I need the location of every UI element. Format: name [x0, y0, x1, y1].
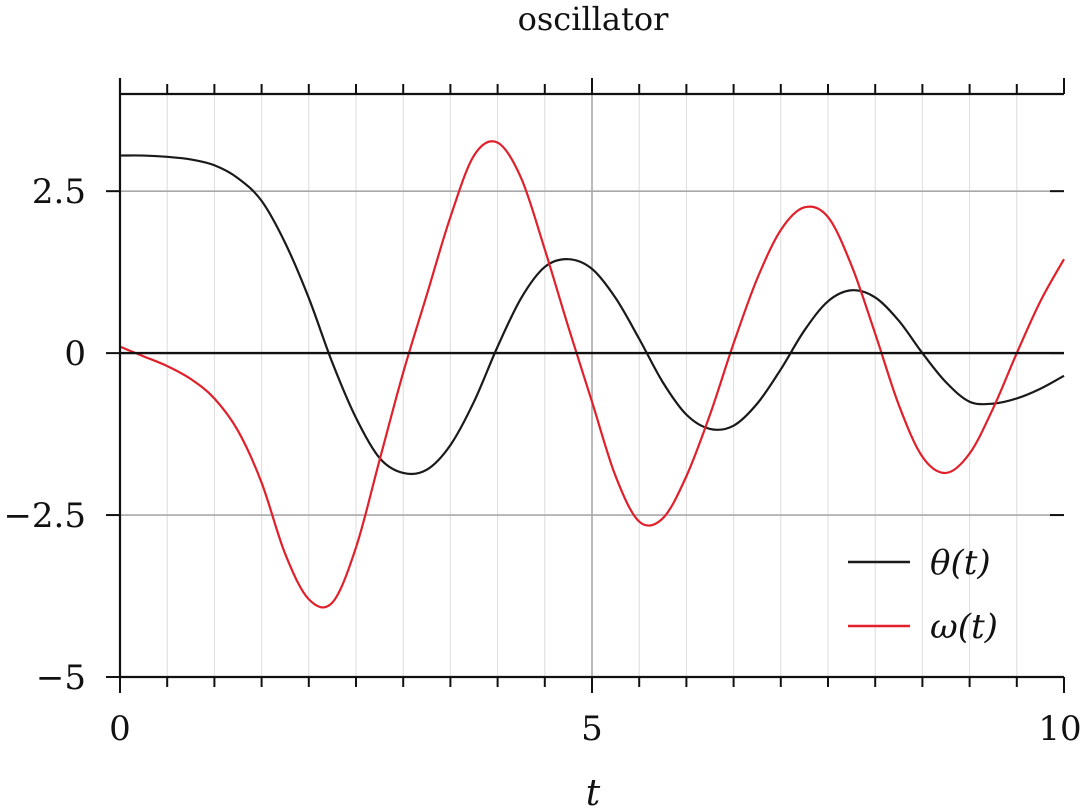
- x-tick-label: 0: [109, 709, 131, 749]
- y-tick-label: 2.5: [32, 172, 86, 212]
- tick-labels: 0 5 10 −5 −2.5 0 2.5: [3, 172, 1081, 749]
- legend-label: ω(t): [930, 607, 998, 647]
- x-tick-label: 5: [581, 709, 603, 749]
- series-line-omega: [119, 140, 1065, 609]
- series-layer: [119, 140, 1065, 609]
- x-axis-label: t: [586, 773, 601, 809]
- y-tick-label: 0: [64, 334, 86, 374]
- y-tick-label: −2.5: [3, 496, 86, 536]
- axes-layer: [106, 78, 1065, 693]
- grid-layer: [120, 94, 1064, 677]
- series-line-theta: [119, 154, 1065, 476]
- x-tick-label: 10: [1038, 709, 1081, 749]
- chart-title: oscillator: [518, 0, 670, 38]
- y-tick-label: −5: [36, 658, 86, 698]
- legend-label: θ(t): [930, 543, 991, 583]
- legend: θ(t) ω(t): [848, 543, 998, 647]
